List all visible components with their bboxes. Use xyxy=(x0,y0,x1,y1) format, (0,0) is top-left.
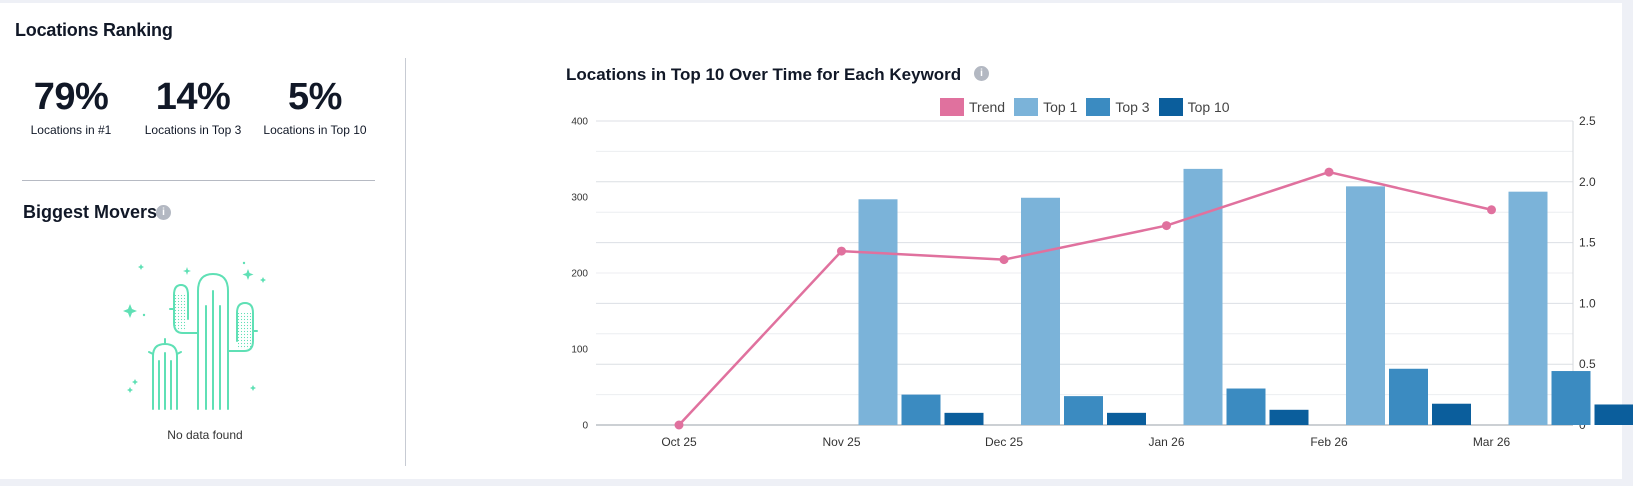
trend-line xyxy=(678,170,1492,426)
legend-item-top3[interactable]: Top 3 xyxy=(1086,98,1150,116)
y-tick-label-right: 1.0 xyxy=(1579,296,1596,310)
bar-top-10 xyxy=(1269,409,1309,425)
divider xyxy=(22,180,375,181)
trend-point xyxy=(1487,205,1496,215)
y-tick-label-left: 0 xyxy=(582,421,588,432)
stat-value: 5% xyxy=(288,76,342,118)
bar-top-3 xyxy=(1064,396,1103,425)
legend-label: Top 10 xyxy=(1187,99,1230,115)
stat-label: Locations in Top 10 xyxy=(263,123,367,137)
legend-swatch xyxy=(1158,98,1183,116)
bar-top-3 xyxy=(1551,371,1591,425)
legend-item-top1[interactable]: Top 1 xyxy=(1014,98,1077,116)
legend-swatch xyxy=(940,98,964,116)
x-tick-label: Oct 25 xyxy=(661,435,697,449)
x-tick-label: Mar 26 xyxy=(1473,435,1511,449)
legend-swatch xyxy=(1014,98,1039,116)
legend-item-top10[interactable]: Top 10 xyxy=(1158,98,1230,116)
bar-top-1 xyxy=(1021,197,1060,425)
legend-label: Top 3 xyxy=(1115,99,1150,115)
x-tick-label: Jan 26 xyxy=(1148,435,1184,449)
empty-state-text: No data found xyxy=(167,428,243,442)
x-tick-label: Feb 26 xyxy=(1310,435,1348,449)
x-tick-label: Dec 25 xyxy=(985,435,1023,449)
y-tick-label-left: 300 xyxy=(571,193,588,204)
y-tick-label-right: 1.5 xyxy=(1579,236,1596,250)
cactus-icon xyxy=(123,261,266,410)
y-tick-label-left: 400 xyxy=(571,117,588,128)
x-tick-label: Nov 25 xyxy=(822,435,860,449)
bar-top-3 xyxy=(901,394,941,425)
bar-top-10 xyxy=(1594,404,1633,425)
chart-legend: Trend Top 1 Top 3 Top 10 xyxy=(940,98,1239,116)
y-tick-label-right: 2.5 xyxy=(1579,114,1596,128)
stat-locations-top10: 5% Locations in Top 10 xyxy=(259,75,371,137)
trend-point xyxy=(999,255,1009,265)
trend-point xyxy=(674,420,684,430)
legend-label: Trend xyxy=(969,99,1006,115)
bar-top-10 xyxy=(1432,403,1471,425)
bar-top-1 xyxy=(1508,191,1548,425)
legend-swatch xyxy=(1086,98,1111,116)
legend-item-trend[interactable]: Trend xyxy=(940,98,1005,116)
stat-label: Locations in #1 xyxy=(30,123,112,137)
bar-top-10 xyxy=(944,412,984,425)
stat-locations-1: 79% Locations in #1 xyxy=(30,75,112,137)
stat-label: Locations in Top 3 xyxy=(144,123,242,137)
chart-title: Locations in Top 10 Over Time for Each K… xyxy=(566,65,962,84)
stat-value: 14% xyxy=(155,76,231,118)
stat-locations-top3: 14% Locations in Top 3 xyxy=(140,75,246,137)
legend-label: Top 1 xyxy=(1043,99,1078,115)
vertical-divider xyxy=(405,58,406,466)
y-tick-label-left: 200 xyxy=(571,269,588,280)
y-tick-label-right: 0.5 xyxy=(1579,357,1596,371)
page-title: Locations Ranking xyxy=(15,20,173,40)
trend-point xyxy=(1162,221,1171,231)
trend-point xyxy=(1324,167,1334,177)
stat-value: 79% xyxy=(33,76,109,118)
bar-top-1 xyxy=(858,199,898,425)
trend-point xyxy=(837,246,846,256)
bar-top-1 xyxy=(1346,186,1385,425)
info-icon[interactable]: i xyxy=(156,205,171,220)
bar-top-1 xyxy=(1183,168,1223,425)
info-icon[interactable]: i xyxy=(974,66,989,81)
bar-top-3 xyxy=(1389,368,1428,425)
biggest-movers-title: Biggest Movers xyxy=(23,202,158,222)
y-tick-label-left: 100 xyxy=(571,345,588,356)
bar-top-3 xyxy=(1226,388,1266,425)
bar-top-10 xyxy=(1107,412,1146,425)
y-tick-label-right: 2.0 xyxy=(1579,175,1596,189)
